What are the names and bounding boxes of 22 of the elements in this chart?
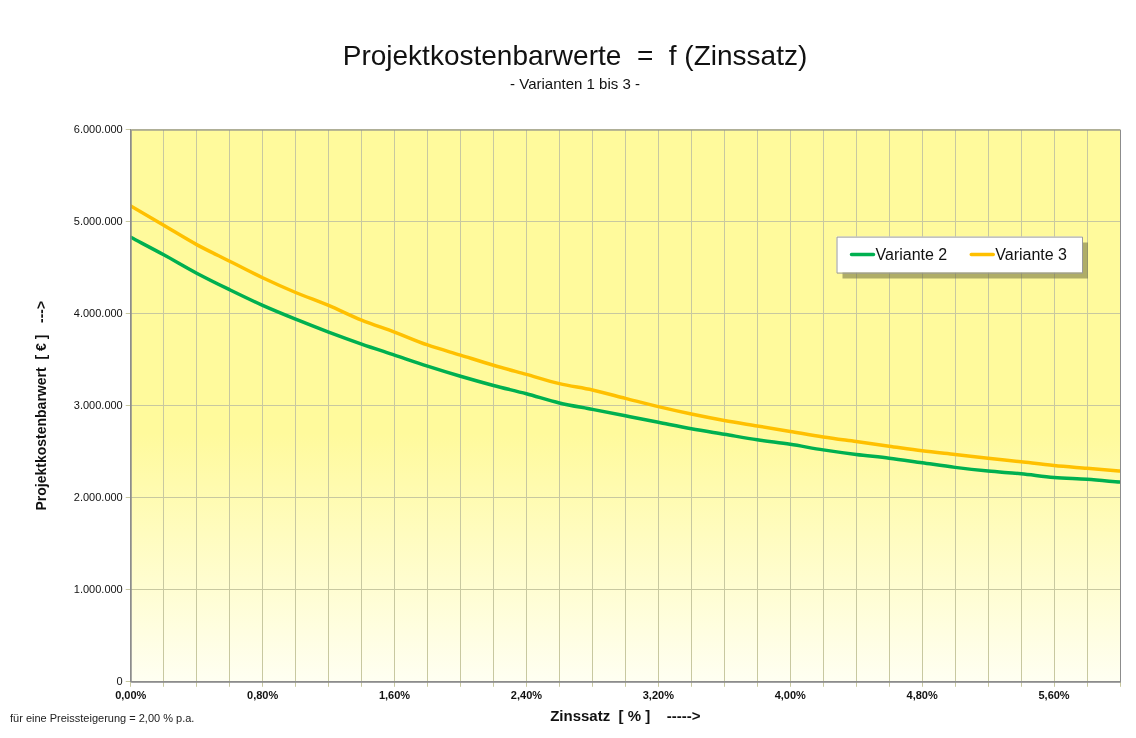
x-axis-title: Zinssatz [ % ] -----> xyxy=(550,707,701,725)
y-tick-label: 0 xyxy=(116,674,123,687)
text: für eine Preissteigerung = 2,00 % p.a. xyxy=(10,712,195,724)
y-tick-label: 5.000.000 xyxy=(73,214,123,227)
y-axis-title: Projektkostenbarwert [ € ] ---> xyxy=(33,300,50,511)
y-tick-label: 2.000.000 xyxy=(73,490,123,503)
y-tick-label: 4.000.000 xyxy=(73,306,123,319)
x-tick-label: 5,60% xyxy=(1038,689,1070,702)
chart-subtitle: - Varianten 1 bis 3 - xyxy=(510,74,640,92)
legend-label: Variante 2 xyxy=(875,246,948,264)
y-tick-label: 6.000.000 xyxy=(73,122,123,135)
legend-label: Variante 3 xyxy=(995,246,1068,264)
x-tick-label: 0,80% xyxy=(247,689,279,702)
x-tick-label: 0,00% xyxy=(115,689,147,702)
x-tick-label: 4,00% xyxy=(774,689,807,702)
y-tick-label: 1.000.000 xyxy=(73,582,123,595)
x-tick-label: 4,80% xyxy=(906,689,938,702)
x-tick-label: 3,20% xyxy=(642,689,675,702)
x-tick-label: 1,60% xyxy=(378,689,411,702)
chart-title: Projektkostenbarwerte = f (Zinssatz) xyxy=(342,39,808,71)
x-tick-label: 2,40% xyxy=(510,689,543,702)
y-tick-label: 3.000.000 xyxy=(73,398,123,411)
